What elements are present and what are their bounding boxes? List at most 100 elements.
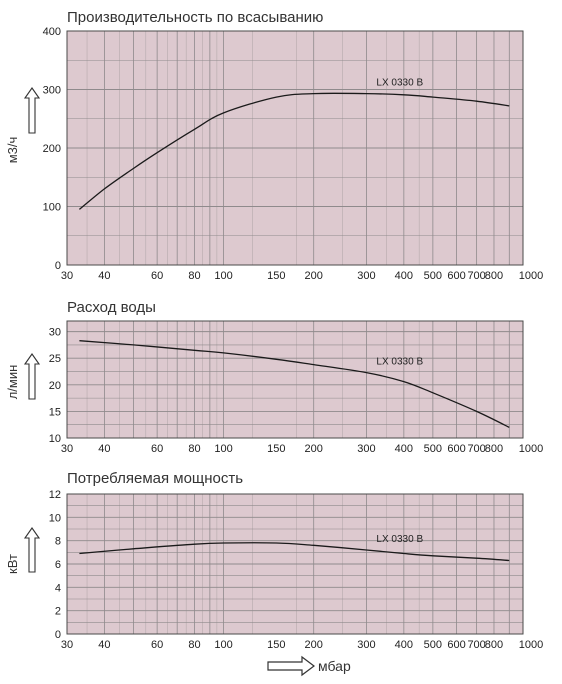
up-arrow-icon	[23, 353, 41, 400]
x-tick-label: 300	[357, 270, 375, 282]
x-tick-label: 700	[467, 270, 485, 282]
plot-frame	[66, 493, 524, 635]
plot-frame	[66, 320, 524, 439]
data-point	[403, 381, 404, 382]
x-tick-label: 100	[214, 639, 232, 651]
x-tick-label: 800	[485, 639, 503, 651]
data-point	[133, 344, 134, 345]
x-tick-label: 700	[467, 443, 485, 455]
y-axis-label: кВт	[5, 554, 20, 574]
x-tick-label: 500	[424, 270, 442, 282]
data-point	[476, 558, 477, 559]
data-point	[133, 168, 134, 169]
y-tick-label: 100	[43, 202, 61, 214]
x-tick-label: 30	[61, 270, 73, 282]
chart-title: Потребляемая мощность	[67, 470, 243, 487]
y-tick-label: 4	[55, 582, 61, 594]
data-point	[509, 560, 510, 561]
up-arrow-icon	[23, 87, 41, 134]
x-tick-label: 100	[214, 443, 232, 455]
y-tick-label: 30	[49, 327, 61, 339]
y-tick-label: 400	[43, 26, 61, 38]
x-tick-label: 500	[424, 443, 442, 455]
data-point	[223, 352, 224, 353]
x-tick-label: 60	[151, 270, 163, 282]
y-tick-label: 12	[49, 489, 61, 501]
y-tick-label: 0	[55, 629, 61, 641]
right-arrow-icon	[267, 655, 315, 677]
x-tick-label: 800	[485, 443, 503, 455]
chart-title: Расход воды	[67, 299, 156, 316]
y-tick-label: 15	[49, 406, 61, 418]
x-tick-label: 400	[395, 639, 413, 651]
data-point	[79, 209, 80, 210]
data-point	[403, 553, 404, 554]
data-point	[276, 97, 277, 98]
y-tick-label: 10	[49, 512, 61, 524]
series-label: LX 0330 B	[376, 78, 423, 89]
x-tick-label: 600	[447, 639, 465, 651]
x-tick-label: 400	[395, 443, 413, 455]
data-point	[366, 93, 367, 94]
x-tick-label: 600	[447, 270, 465, 282]
x-unit-label: мбар	[318, 658, 351, 674]
plot-area	[67, 321, 523, 438]
x-tick-label: 1000	[519, 443, 543, 455]
x-tick-label: 60	[151, 443, 163, 455]
x-tick-label: 200	[305, 639, 323, 651]
y-tick-label: 25	[49, 353, 61, 365]
x-tick-label: 300	[357, 443, 375, 455]
x-tick-label: 40	[98, 443, 110, 455]
series-line	[79, 340, 510, 428]
series-label: LX 0330 B	[376, 534, 423, 545]
data-point	[223, 112, 224, 113]
y-axis-label: л/мин	[5, 365, 20, 400]
data-point	[366, 372, 367, 373]
data-point	[313, 93, 314, 94]
x-tick-label: 700	[467, 639, 485, 651]
data-point	[403, 94, 404, 95]
x-unit-indicator: мбар	[267, 655, 351, 677]
y-tick-label: 200	[43, 143, 61, 155]
x-tick-label: 80	[188, 639, 200, 651]
data-point	[366, 549, 367, 550]
x-tick-label: 300	[357, 639, 375, 651]
x-tick-label: 1000	[519, 270, 543, 282]
series-line	[78, 92, 510, 210]
x-tick-label: 80	[188, 270, 200, 282]
x-tick-label: 1000	[519, 639, 543, 651]
data-point	[194, 129, 195, 130]
plot-frame	[66, 30, 524, 266]
data-point	[509, 105, 510, 106]
x-tick-label: 400	[395, 270, 413, 282]
data-point	[313, 364, 314, 365]
y-tick-label: 10	[49, 433, 61, 445]
x-tick-label: 100	[214, 270, 232, 282]
up-arrow-icon	[23, 527, 41, 573]
y-tick-label: 2	[55, 606, 61, 618]
data-point	[79, 340, 80, 341]
data-point	[432, 555, 433, 556]
x-tick-label: 800	[485, 270, 503, 282]
y-tick-label: 0	[55, 260, 61, 272]
y-tick-label: 300	[43, 85, 61, 97]
data-point	[157, 152, 158, 153]
data-point	[79, 553, 80, 554]
data-point	[476, 411, 477, 412]
data-point	[509, 427, 510, 428]
x-tick-label: 40	[98, 270, 110, 282]
data-point	[432, 392, 433, 393]
data-point	[223, 542, 224, 543]
x-tick-label: 80	[188, 443, 200, 455]
data-point	[476, 101, 477, 102]
series-line	[79, 542, 510, 562]
x-tick-label: 150	[267, 270, 285, 282]
data-point	[194, 350, 195, 351]
x-tick-label: 600	[447, 443, 465, 455]
x-tick-label: 200	[305, 270, 323, 282]
data-point	[276, 359, 277, 360]
data-point	[194, 544, 195, 545]
